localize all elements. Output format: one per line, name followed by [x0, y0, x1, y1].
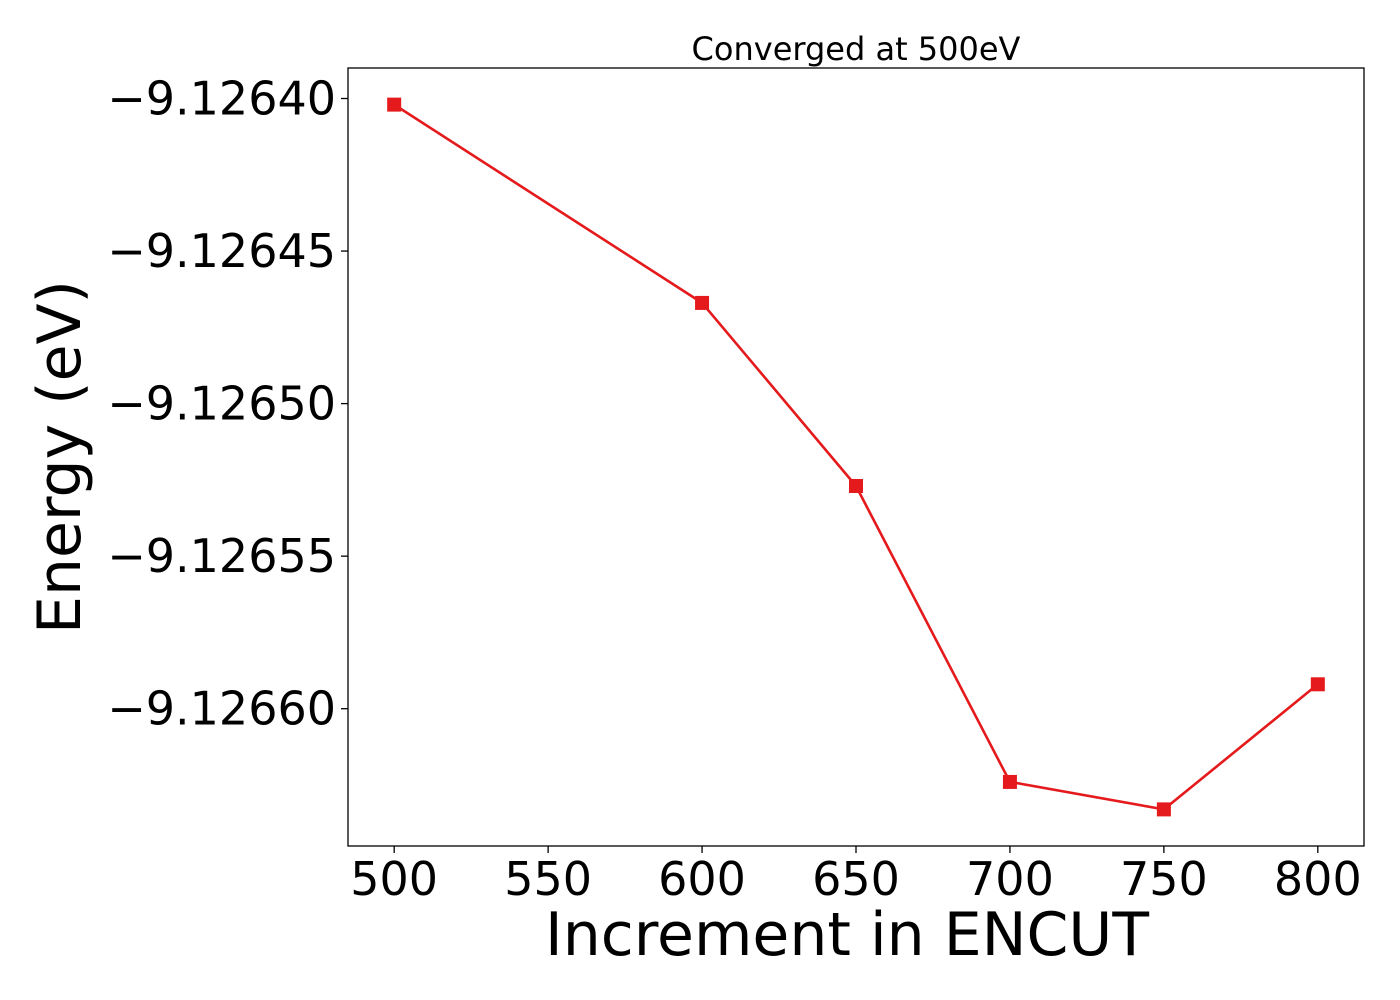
x-axis-label: Increment in ENCUT	[545, 900, 1149, 970]
x-tick-label: 600	[658, 852, 746, 906]
x-tick-label: 750	[1120, 852, 1208, 906]
data-point	[1002, 774, 1017, 789]
x-tick-label: 550	[504, 852, 592, 906]
x-tick-label: 700	[966, 852, 1054, 906]
data-point	[849, 478, 863, 493]
x-axis-ticks: 500 550 600 650 700 750 800	[350, 846, 1362, 906]
x-tick-label: 500	[350, 852, 438, 906]
y-axis-ticks: −9.12640 −9.12645 −9.12650 −9.12655 −9.12660	[107, 72, 348, 736]
data-point	[387, 97, 402, 112]
y-tick-label: −9.12640	[107, 72, 336, 126]
series-layer	[387, 97, 1325, 817]
x-tick-label: 650	[812, 852, 900, 906]
series-line	[393, 103, 1319, 811]
data-point	[695, 295, 710, 310]
y-tick-label: −9.12660	[107, 682, 336, 736]
data-point	[1156, 802, 1171, 817]
y-tick-label: −9.12655	[107, 529, 336, 583]
data-point	[1310, 677, 1325, 692]
x-tick-label: 800	[1274, 852, 1362, 906]
plot-frame	[347, 67, 1365, 847]
y-tick-label: −9.12645	[107, 224, 336, 278]
y-tick-label: −9.12650	[107, 377, 336, 431]
chart-title: Converged at 500eV	[692, 30, 1021, 68]
y-axis-label: Energy (eV)	[25, 280, 95, 634]
